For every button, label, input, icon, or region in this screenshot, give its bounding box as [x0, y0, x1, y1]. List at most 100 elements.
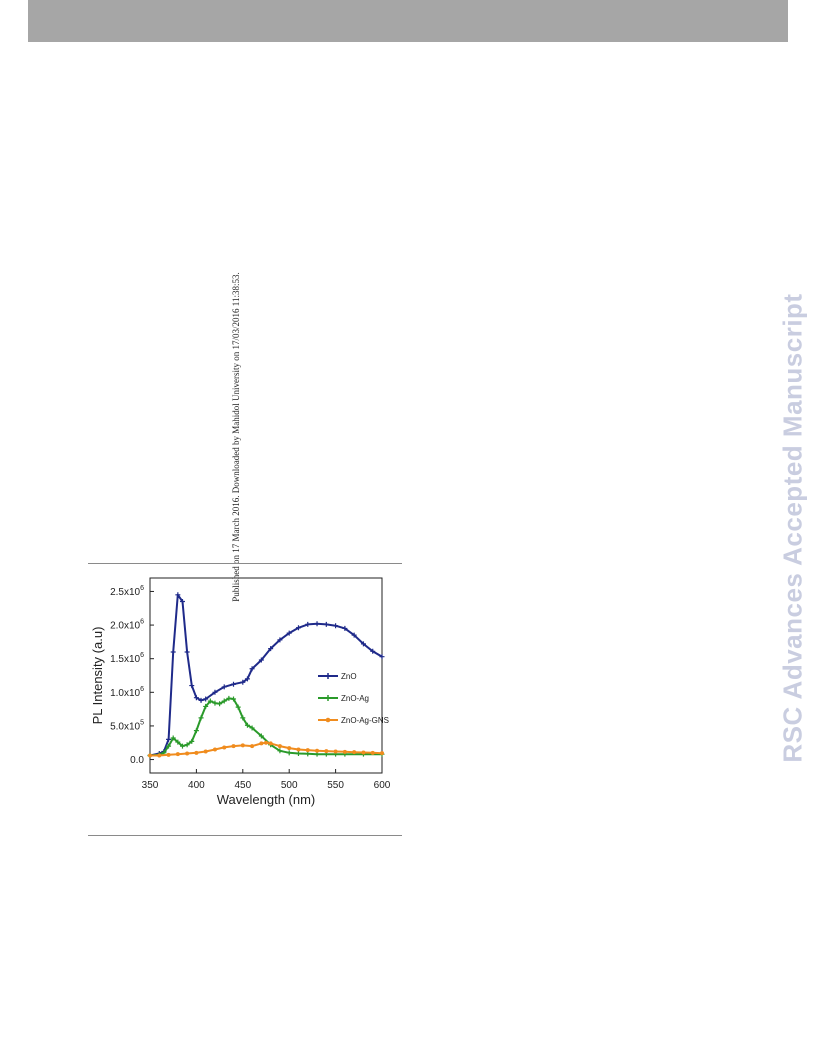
data-point-zno-ag-gns [352, 750, 357, 755]
accepted-manuscript-watermark: RSC Advances Accepted Manuscript [777, 293, 808, 763]
data-point-zno-ag [240, 715, 246, 721]
top-header-bar [28, 0, 788, 42]
data-point-zno-ag [249, 725, 255, 731]
data-point-zno-ag-gns [315, 748, 320, 753]
data-point-zno-ag-gns [212, 747, 217, 752]
series-layer [147, 592, 385, 759]
legend: ZnO ZnO-Ag ZnO-Ag-GNS [318, 672, 389, 725]
plot-area [149, 577, 383, 774]
data-point-zno-ag-gns [231, 744, 236, 749]
data-point-zno-ag [305, 751, 311, 757]
data-point-zno [179, 599, 185, 605]
data-point-zno-ag-gns [305, 748, 310, 753]
data-point-zno-ag-gns [166, 752, 171, 757]
data-point-zno-ag-gns [222, 745, 227, 750]
data-point-zno [244, 676, 250, 682]
data-point-zno [231, 681, 237, 687]
legend-label-zno: ZnO [341, 672, 357, 681]
data-point-zno-ag-gns [277, 744, 282, 749]
data-point-zno-ag-gns [185, 751, 190, 756]
data-point-zno-ag-gns [342, 749, 347, 754]
data-point-zno [360, 641, 366, 647]
data-point-zno-ag [221, 698, 227, 704]
data-point-zno [342, 625, 348, 631]
data-point-zno-ag-gns [194, 750, 199, 755]
data-point-zno-ag-gns [259, 741, 264, 746]
data-point-zno [198, 697, 204, 703]
data-point-zno-ag-gns [240, 743, 245, 748]
data-point-zno [314, 621, 320, 627]
x-tick-label: 350 [142, 780, 159, 791]
data-point-zno-ag-gns [268, 741, 273, 746]
data-point-zno [240, 679, 246, 685]
data-point-zno [175, 592, 181, 598]
y-tick-label: 2.5x106 [110, 585, 144, 598]
data-point-zno-ag-gns [324, 749, 329, 754]
data-point-zno [221, 684, 227, 690]
y-axis-label: PL Intensity (a.u) [90, 627, 105, 725]
data-point-zno-ag [189, 738, 195, 744]
data-point-zno [189, 683, 195, 689]
data-point-zno-ag [244, 722, 250, 728]
data-point-zno-ag [193, 728, 199, 734]
data-point-zno-ag [175, 739, 181, 745]
data-point-zno-ag-gns [296, 747, 301, 752]
y-tick-label: 1.0x106 [110, 686, 144, 699]
data-point-zno-ag [212, 700, 218, 706]
legend-label-zno-ag: ZnO-Ag [341, 694, 369, 703]
data-point-zno-ag-gns [333, 749, 338, 754]
data-point-zno-ag-gns [287, 746, 292, 751]
data-point-zno-ag [277, 748, 283, 754]
y-tick-label: 5.0x105 [110, 719, 144, 732]
data-point-zno-ag-gns [157, 753, 162, 758]
data-point-zno [166, 736, 172, 742]
x-tick-label: 400 [188, 780, 205, 791]
y-tick-label: 0.0 [130, 755, 144, 766]
data-point-zno-ag [231, 696, 237, 702]
plot-frame [149, 577, 383, 774]
data-point-zno [295, 625, 301, 631]
data-point-zno [277, 637, 283, 643]
data-point-zno [170, 649, 176, 655]
x-tick-label: 600 [374, 780, 391, 791]
figure-bottom-rule [88, 835, 402, 836]
data-point-zno [193, 695, 199, 701]
data-point-zno [351, 632, 357, 638]
data-point-zno-ag [295, 751, 301, 756]
data-point-zno-ag-gns [148, 753, 152, 758]
data-point-zno [286, 630, 292, 636]
data-point-zno-ag [179, 743, 185, 749]
data-point-zno [258, 657, 264, 663]
legend-label-zno-ag-gns: ZnO-Ag-GNS [341, 716, 389, 725]
data-point-zno [268, 646, 274, 652]
data-point-zno [249, 666, 255, 672]
data-point-zno-ag [226, 695, 232, 701]
data-point-zno [370, 648, 376, 654]
data-point-zno-ag [198, 715, 204, 721]
legend-marker-zno-ag [325, 695, 331, 701]
data-point-zno-ag [286, 750, 292, 756]
data-point-zno-ag-gns [264, 740, 268, 745]
x-axis-label: Wavelength (nm) [217, 792, 316, 807]
data-point-zno-ag [170, 735, 176, 741]
data-point-zno-ag [184, 742, 190, 748]
y-tick-label: 1.5x106 [110, 652, 144, 665]
chart-svg: 350 400 450 500 550 600 0.0 5.0x105 1.0x106 1.5x1… [90, 577, 391, 807]
series-line-zno-ag [149, 697, 382, 757]
data-point-zno [333, 623, 339, 629]
x-tick-label: 550 [327, 780, 344, 791]
data-point-zno-ag-gns [380, 751, 384, 756]
data-point-zno-ag [258, 733, 264, 739]
data-point-zno-ag-gns [250, 744, 255, 749]
data-point-zno-ag [166, 743, 172, 749]
data-point-zno [379, 654, 385, 660]
data-point-zno [323, 621, 329, 627]
data-point-zno-ag-gns [361, 750, 366, 755]
legend-marker-zno [325, 673, 331, 679]
data-point-zno-ag [203, 703, 209, 709]
legend-marker-zno-ag-gns [325, 717, 331, 723]
x-tick-label: 450 [234, 780, 251, 791]
data-point-zno [203, 696, 209, 702]
data-point-zno-ag-gns [203, 749, 208, 754]
pl-spectrum-chart: 350 400 450 500 550 600 0.0 5.0x105 1.0x106 1.5x1… [88, 568, 402, 808]
